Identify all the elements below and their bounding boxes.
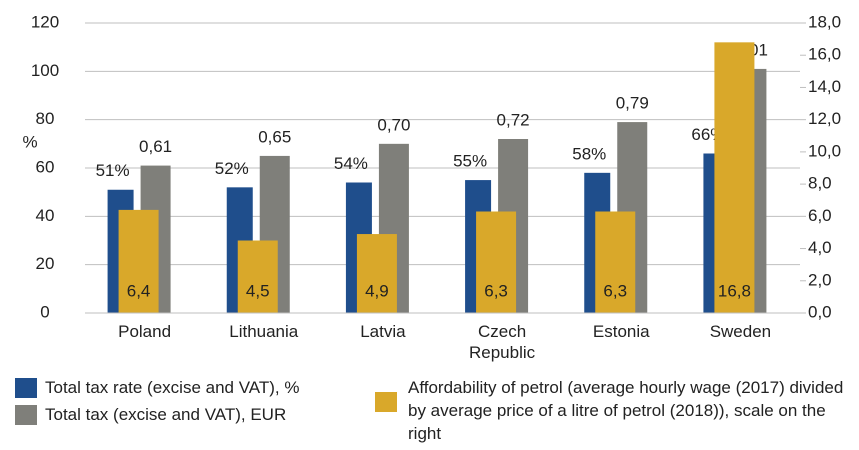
x-tick-label: Lithuania bbox=[229, 322, 299, 341]
data-label: 0,79 bbox=[616, 94, 649, 113]
bar bbox=[356, 234, 397, 313]
y-tick-label: 0 bbox=[40, 302, 49, 321]
x-tick-label: Czech Republic bbox=[469, 322, 536, 362]
legend-label: Affordability of petrol (average hourly … bbox=[408, 378, 844, 443]
bar bbox=[237, 240, 278, 313]
data-label: 58% bbox=[572, 144, 606, 163]
bar bbox=[714, 42, 755, 313]
data-label: 0,61 bbox=[139, 137, 172, 156]
data-label: 54% bbox=[334, 154, 368, 173]
y2-tick-label: 12,0 bbox=[808, 109, 841, 128]
data-label: 51% bbox=[96, 161, 130, 180]
data-label: 16,8 bbox=[718, 281, 751, 300]
y-tick-label: 60 bbox=[36, 157, 55, 176]
x-tick-label: Latvia bbox=[360, 322, 406, 341]
data-label: 52% bbox=[215, 159, 249, 178]
x-tick-label: Estonia bbox=[592, 322, 650, 341]
y2-tick-label: 16,0 bbox=[808, 45, 841, 64]
x-tick-label: Poland bbox=[118, 322, 172, 341]
data-label: 0,72 bbox=[497, 110, 530, 129]
y2-tick-label: 0,0 bbox=[808, 302, 832, 321]
legend-swatch bbox=[375, 392, 397, 412]
legend-swatch bbox=[15, 378, 37, 398]
y2-tick-label: 18,0 bbox=[808, 12, 841, 31]
legend-swatch bbox=[15, 405, 37, 425]
data-label: 55% bbox=[453, 152, 487, 171]
data-label: 4,5 bbox=[246, 281, 270, 300]
bar bbox=[476, 211, 517, 313]
y2-tick-label: 14,0 bbox=[808, 77, 841, 96]
y-tick-label: 20 bbox=[36, 254, 55, 273]
data-label: 0,65 bbox=[258, 127, 291, 146]
data-label: 0,70 bbox=[377, 115, 410, 134]
bar bbox=[118, 209, 159, 313]
y-tick-label: 40 bbox=[36, 206, 55, 225]
data-label: 6,4 bbox=[127, 281, 151, 300]
data-label: 6,3 bbox=[484, 281, 508, 300]
legend-label: Total tax rate (excise and VAT), % bbox=[45, 378, 300, 397]
y-axis-label: % bbox=[22, 132, 37, 151]
y2-tick-label: 10,0 bbox=[808, 141, 841, 160]
data-label: 6,3 bbox=[603, 281, 627, 300]
legend-label: Total tax (excise and VAT), EUR bbox=[45, 405, 287, 424]
y2-tick-label: 6,0 bbox=[808, 206, 832, 225]
y2-tick-label: 8,0 bbox=[808, 174, 832, 193]
y-tick-label: 80 bbox=[36, 109, 55, 128]
bar bbox=[595, 211, 636, 313]
y-tick-label: 100 bbox=[31, 61, 59, 80]
y2-tick-label: 4,0 bbox=[808, 238, 832, 257]
data-label: 4,9 bbox=[365, 281, 389, 300]
x-tick-label: Sweden bbox=[709, 322, 772, 341]
y-tick-label: 120 bbox=[31, 12, 59, 31]
y2-tick-label: 2,0 bbox=[808, 270, 832, 289]
